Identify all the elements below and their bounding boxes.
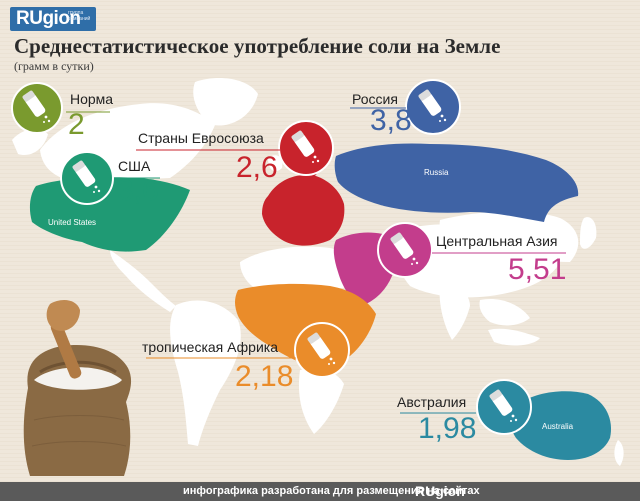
central-asia-value: 5,51 bbox=[508, 253, 567, 286]
usa-salt-shaker-icon bbox=[60, 151, 114, 205]
norm-value: 2 bbox=[68, 108, 85, 141]
logo-text: RUgion bbox=[16, 8, 81, 29]
africa-value: 2,18 bbox=[235, 360, 294, 393]
usa-value: 3,6 bbox=[117, 174, 159, 207]
rugion-logo: RUgion группа компаний bbox=[10, 7, 96, 31]
australia-label: Австралия bbox=[397, 394, 467, 410]
norm-salt-shaker-icon bbox=[11, 82, 63, 134]
australia-region bbox=[510, 391, 612, 460]
eu-label: Страны Евросоюза bbox=[138, 130, 264, 146]
salt-sack-illustration bbox=[23, 300, 132, 476]
central-asia-salt-shaker-icon bbox=[377, 222, 433, 278]
footer-bar: инфографика разработана для размещения н… bbox=[0, 482, 640, 501]
australia-salt-shaker-icon bbox=[476, 379, 532, 435]
russia-region bbox=[334, 143, 579, 222]
usa-label: США bbox=[118, 158, 151, 174]
eu-value: 2,6 bbox=[236, 151, 278, 184]
logo-tagline: группа компаний bbox=[68, 10, 91, 22]
page-subtitle: (грамм в сутки) bbox=[14, 59, 94, 73]
russia-map-label: Russia bbox=[424, 168, 449, 177]
page-title: Среднестатистическое употребление соли н… bbox=[14, 34, 501, 58]
central-asia-label: Центральная Азия bbox=[436, 233, 558, 249]
australia-map-label: Australia bbox=[542, 422, 574, 431]
eu-salt-shaker-icon bbox=[278, 120, 334, 176]
africa-salt-shaker-icon bbox=[294, 322, 350, 378]
eu-region bbox=[262, 174, 345, 246]
norm-label: Норма bbox=[70, 91, 114, 107]
russia-label: Россия bbox=[352, 91, 398, 107]
africa-label: тропическая Африка bbox=[142, 339, 278, 355]
russia-salt-shaker-icon bbox=[405, 79, 461, 135]
usa-map-label: United States bbox=[48, 218, 97, 227]
footer-text: инфографика разработана для размещения н… bbox=[183, 485, 480, 497]
footer-brand: RUgion bbox=[415, 483, 465, 499]
russia-value: 3,8 bbox=[370, 104, 412, 137]
australia-value: 1,98 bbox=[418, 412, 477, 445]
